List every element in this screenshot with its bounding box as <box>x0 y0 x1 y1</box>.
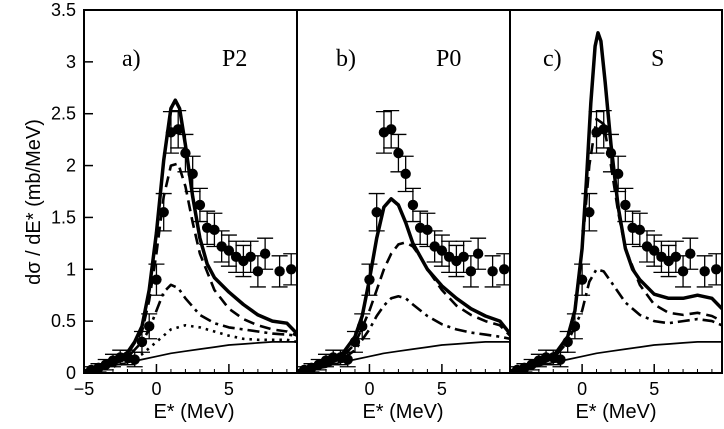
panel-2-data-point-10 <box>584 207 595 218</box>
y-tick-label-5: 2.5 <box>51 104 76 124</box>
panel-c: c) S E* (MeV) 0 5 <box>509 9 723 423</box>
panel-a-xlabel: E* (MeV) <box>153 401 234 423</box>
panel-a: a) P2 E* (MeV) −5 0 5 <box>74 9 298 423</box>
panel-0-data-point-6 <box>129 354 140 365</box>
panel-0-data-point-12 <box>172 124 184 135</box>
y-axis-label: dσ / dE* (mb/MeV) <box>23 119 45 285</box>
panel-1-data-point-9 <box>364 274 375 285</box>
y-tick-label-4: 2 <box>66 156 76 176</box>
panel-1-curves <box>297 109 510 373</box>
panel-2-data-point-26 <box>711 264 722 275</box>
panel-1-data-point-8 <box>357 321 368 332</box>
panel-1-x-tick-label-1: 5 <box>437 379 447 399</box>
panel-1-data-point-4 <box>328 352 339 363</box>
panel-0-data-point-19 <box>223 245 235 256</box>
panel-2-data-point-23 <box>677 266 689 277</box>
panel-0-x-tick-label-1: 0 <box>151 379 161 399</box>
panel-2-data-point-24 <box>685 248 696 259</box>
panel-1-data-point-14 <box>400 168 411 180</box>
panel-2-data-point-15 <box>620 199 631 211</box>
panel-a-letter: a) <box>122 46 141 72</box>
panel-1-data-point-15 <box>407 199 419 211</box>
panel-0-data-point-22 <box>245 251 256 263</box>
panel-1-data-point-25 <box>487 266 498 277</box>
y-tick-label-7: 3.5 <box>51 0 76 20</box>
panel-a-label: P2 <box>222 46 247 72</box>
panel-1-data-point-23 <box>465 266 477 277</box>
panel-0-data-point-14 <box>187 168 198 180</box>
panel-c-label: S <box>651 46 664 72</box>
y-tick-label-0: 0 <box>66 363 76 383</box>
panel-2-x-tick-label-1: 5 <box>649 379 659 399</box>
panel-2-data-point-14 <box>612 168 624 180</box>
panel-2-data-point-19 <box>649 245 660 256</box>
panel-b: b) P0 E* (MeV) 0 5 <box>296 9 511 423</box>
panel-1-data-point-10 <box>371 207 382 218</box>
panel-2-data-point-17 <box>634 224 645 236</box>
panel-1-series-dashed <box>297 241 510 373</box>
panel-0-x-tick-label-0: −5 <box>74 379 95 399</box>
panel-1-data-point-6 <box>342 354 353 365</box>
panel-0-curves <box>84 98 297 373</box>
panel-2-data-point-25 <box>699 266 710 277</box>
panel-2-frame <box>509 9 723 374</box>
panel-1-data-point-17 <box>422 224 433 236</box>
panel-2-data-point-9 <box>576 274 588 285</box>
panel-1-data-point-26 <box>499 264 510 275</box>
panel-0-data-point-4 <box>115 352 126 363</box>
panel-0-data-point-24 <box>259 248 271 259</box>
panel-0-data-point-15 <box>194 199 206 211</box>
panel-0-data-point-26 <box>286 264 297 275</box>
panel-b-label: P0 <box>436 46 461 72</box>
panel-0-data-point-9 <box>151 274 162 285</box>
panel-b-letter: b) <box>336 46 356 72</box>
panel-1-data-point-24 <box>472 248 484 259</box>
panel-0-x-tick-label-2: 5 <box>224 379 234 399</box>
y-axis: 0 0.5 1 1.5 2 2.5 3 3.5 <box>51 0 93 383</box>
panel-0-data-point-10 <box>158 207 169 218</box>
y-tick-label-1: 0.5 <box>51 311 76 331</box>
panel-2-data-point-22 <box>670 251 682 263</box>
panel-b-xlabel: E* (MeV) <box>362 401 443 423</box>
panel-1-x-tick-label-0: 0 <box>364 379 374 399</box>
panel-0-data-point-25 <box>274 266 285 277</box>
panel-2-data-point-4 <box>540 352 552 363</box>
panel-1-data-point-22 <box>458 251 469 263</box>
panel-1-data-point-19 <box>436 245 448 256</box>
panel-2-data-point-6 <box>555 354 566 365</box>
panel-1-data-point-12 <box>385 124 397 135</box>
y-tick-label-2: 1 <box>66 259 76 279</box>
panel-2-curves <box>510 31 722 373</box>
panel-0-data-point-8 <box>144 321 155 332</box>
panel-0-data-point-17 <box>209 224 220 236</box>
panel-2-data-point-12 <box>598 124 609 135</box>
panel-2-data-point-8 <box>569 321 581 332</box>
panel-2-x-tick-label-0: 0 <box>577 379 587 399</box>
panel-0-data-point-23 <box>252 266 264 277</box>
y-tick-label-6: 3 <box>66 52 76 72</box>
y-tick-label-3: 1.5 <box>51 207 76 227</box>
panel-c-letter: c) <box>543 46 562 72</box>
panel-c-xlabel: E* (MeV) <box>575 401 656 423</box>
panel-0-series-total <box>84 98 297 373</box>
panel-1-series-total <box>297 197 510 373</box>
panel-0-series-dotted <box>84 324 297 373</box>
panel-2-series-dash-dot <box>510 268 722 373</box>
